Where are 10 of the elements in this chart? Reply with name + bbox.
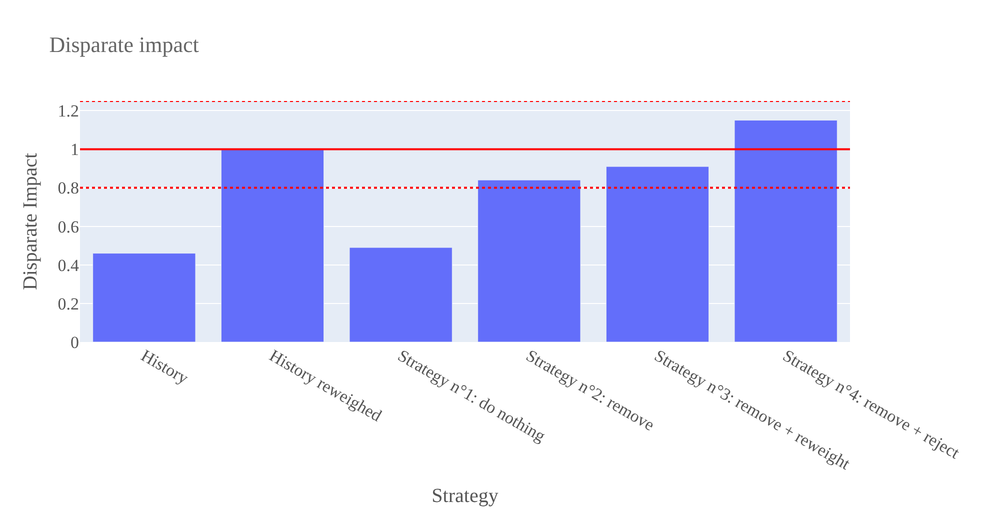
- x-axis-title: Strategy: [432, 485, 498, 508]
- y-tick-label: 0.6: [58, 217, 79, 236]
- y-tick-label: 0.4: [58, 256, 80, 275]
- y-axis-title: Disparate Impact: [19, 152, 42, 290]
- y-tick-label: 1: [70, 140, 79, 160]
- y-tick-label: 0.8: [58, 178, 79, 198]
- chart-title: Disparate impact: [49, 32, 199, 58]
- y-tick-label: 1.2: [58, 102, 79, 121]
- y-tick-label: 0: [70, 332, 79, 352]
- y-tick-label: 0.2: [58, 294, 79, 314]
